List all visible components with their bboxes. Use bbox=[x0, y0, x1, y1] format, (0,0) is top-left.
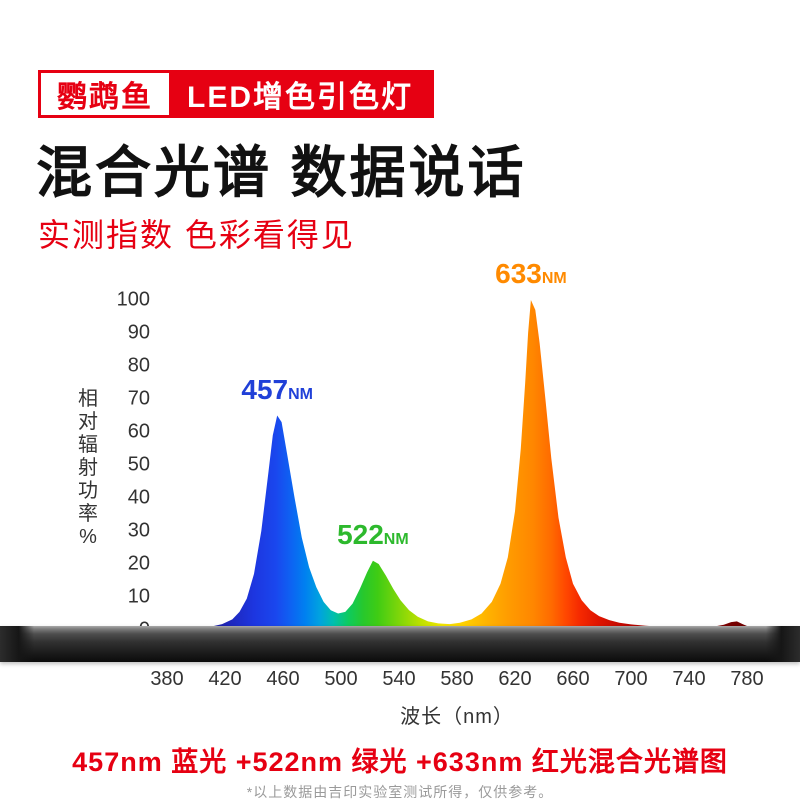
plot-area: 457NM 522NM 633NM bbox=[167, 260, 747, 630]
peak-wavelength-value: 633 bbox=[495, 258, 542, 289]
y-axis-title-char: 辐 bbox=[78, 434, 98, 456]
peak-wavelength-unit: NM bbox=[383, 530, 409, 548]
y-axis-title-char: 对 bbox=[78, 411, 98, 433]
x-tick-label: 500 bbox=[324, 668, 358, 690]
y-axis-title-char: % bbox=[79, 526, 97, 548]
y-tick-label: 90 bbox=[127, 321, 150, 344]
x-axis-title: 波长（nm） bbox=[400, 706, 514, 728]
y-tick-label: 60 bbox=[127, 420, 150, 443]
y-tick-label: 100 bbox=[116, 288, 150, 311]
y-axis-ticks: 0 10 20 30 40 50 60 70 80 90 100 bbox=[100, 289, 150, 641]
chart-caption: 457nm 蓝光 +522nm 绿光 +633nm 红光混合光谱图 bbox=[72, 747, 728, 777]
x-tick-label: 540 bbox=[382, 668, 416, 690]
y-tick-label: 20 bbox=[127, 552, 150, 575]
x-axis-ticks: 380 420 460 500 540 580 620 660 700 740 780 bbox=[150, 668, 763, 694]
x-tick-label: 660 bbox=[556, 668, 590, 690]
y-axis-title: 相对辐射功率% bbox=[76, 388, 100, 549]
peak-wavelength-unit: NM bbox=[541, 270, 567, 287]
page-title: 混合光谱 数据说话 bbox=[36, 141, 527, 204]
y-axis-title-char: 相 bbox=[78, 388, 98, 410]
y-tick-label: 80 bbox=[127, 354, 150, 377]
led-bar-image bbox=[0, 626, 800, 662]
peak-labels: 457NM 522NM 633NM bbox=[167, 260, 747, 630]
x-tick-label: 740 bbox=[672, 668, 706, 690]
x-tick-label: 620 bbox=[498, 668, 532, 690]
y-tick-label: 30 bbox=[127, 519, 150, 542]
brand-badge: 鹦鹉鱼 LED增色引色灯 bbox=[38, 70, 434, 118]
peak-wavelength-value: 522 bbox=[337, 518, 384, 550]
page-subtitle: 实测指数 色彩看得见 bbox=[38, 217, 355, 253]
y-tick-label: 50 bbox=[127, 453, 150, 476]
x-tick-label: 460 bbox=[266, 668, 300, 690]
x-tick-label: 700 bbox=[614, 668, 648, 690]
peak-label: 522NM bbox=[337, 518, 409, 550]
y-tick-label: 10 bbox=[127, 585, 150, 608]
y-axis-title-char: 射 bbox=[78, 457, 98, 479]
spectrum-svg bbox=[167, 300, 747, 630]
y-axis-title-char: 率 bbox=[78, 503, 98, 525]
product-name: LED增色引色灯 bbox=[169, 73, 431, 115]
spectrum-path bbox=[167, 300, 747, 630]
y-tick-label: 70 bbox=[127, 387, 150, 410]
peak-label: 457NM bbox=[241, 373, 313, 405]
y-axis-title-char: 功 bbox=[78, 480, 98, 502]
x-tick-label: 580 bbox=[440, 668, 474, 690]
x-tick-label: 420 bbox=[208, 668, 242, 690]
x-tick-label: 380 bbox=[150, 668, 184, 690]
y-tick-label: 0 bbox=[138, 618, 150, 641]
peak-wavelength-value: 457 bbox=[241, 373, 289, 405]
peak-wavelength-unit: NM bbox=[288, 385, 313, 403]
footnote: *以上数据由吉印实验室测试所得，仅供参考。 bbox=[246, 784, 554, 800]
x-tick-label: 780 bbox=[730, 668, 764, 690]
brand-name: 鹦鹉鱼 bbox=[41, 73, 169, 115]
y-tick-label: 40 bbox=[127, 486, 150, 509]
peak-label: 633NM bbox=[495, 260, 567, 288]
